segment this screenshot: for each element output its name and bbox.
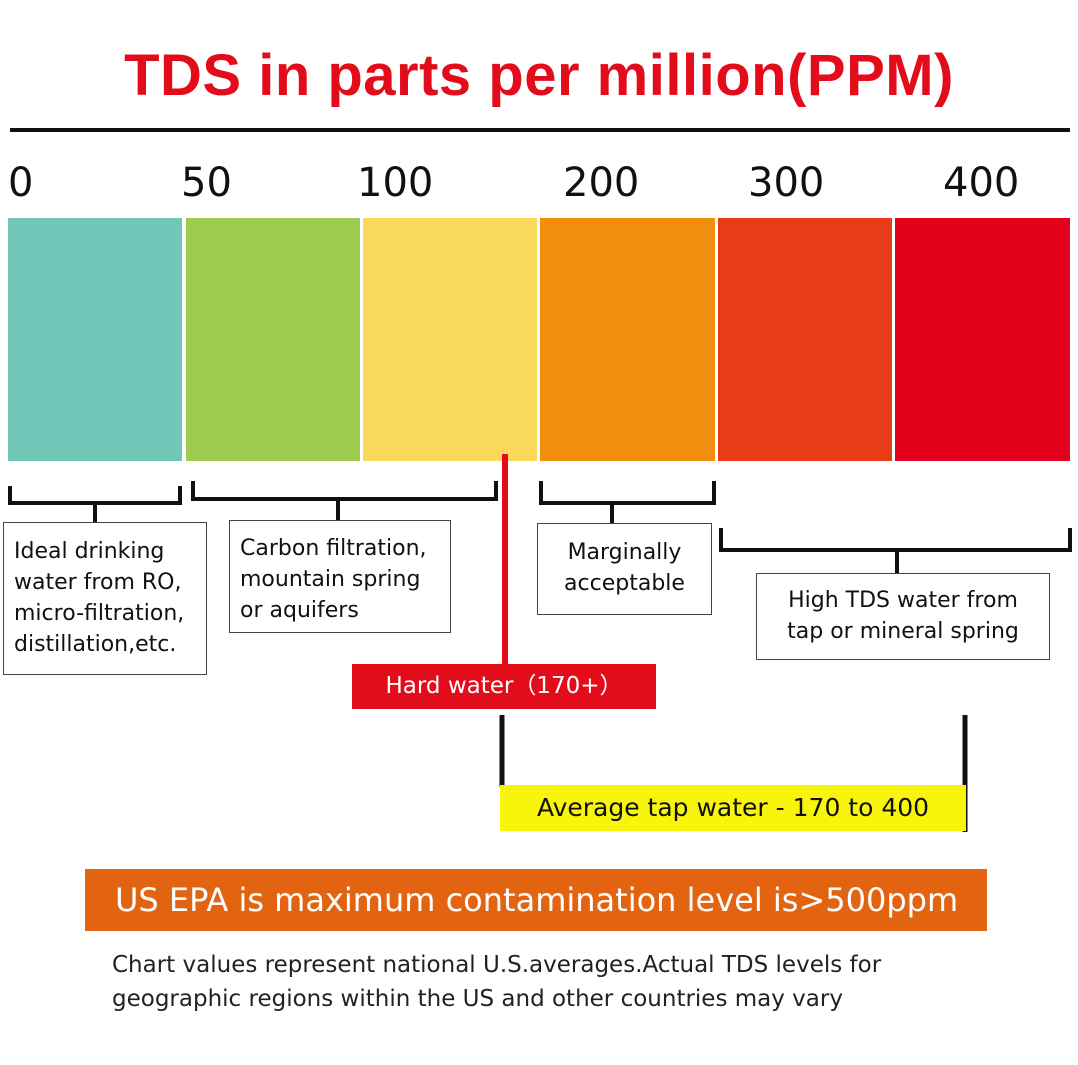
tick-label-100: 100 [357,160,434,206]
range-label-marginal: Marginally acceptable [537,523,712,615]
hard-water-label: Hard water（170+） [352,664,656,709]
band-5 [895,218,1070,461]
chart-title: TDS in parts per million(PPM) [124,43,954,108]
band-4 [718,218,892,461]
range-label-carbon: Carbon filtration, mountain spring or aq… [229,520,451,633]
average-tap-water-label: Average tap water - 170 to 400 [500,785,966,831]
tick-label-50: 50 [181,160,232,206]
band-1 [186,218,360,461]
tick-label-400: 400 [943,160,1020,206]
band-3 [540,218,715,461]
tick-label-200: 200 [563,160,640,206]
tick-label-300: 300 [748,160,825,206]
tick-label-0: 0 [8,160,34,206]
range-label-high: High TDS water from tap or mineral sprin… [756,573,1050,660]
band-0 [8,218,182,461]
epa-note-banner: US EPA is maximum contamination level is… [85,869,987,931]
bracket-ideal [8,486,182,522]
range-label-ideal: Ideal drinking water from RO, micro-filt… [3,522,207,675]
bracket-high [719,528,1072,574]
bracket-carbon [191,481,498,520]
bracket-marginal [539,481,716,524]
title-divider [10,128,1070,132]
band-2 [363,218,537,461]
footnote: Chart values represent national U.S.aver… [112,952,882,1012]
